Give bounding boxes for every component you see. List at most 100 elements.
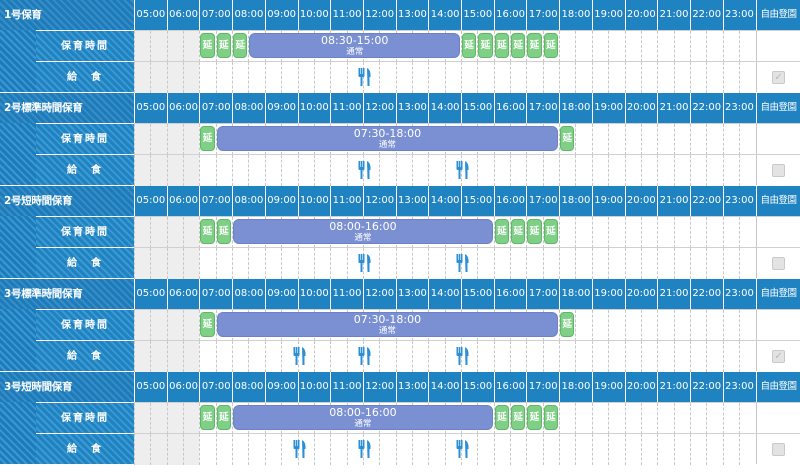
free-attendance-checkbox[interactable]: ✓ <box>772 71 785 84</box>
grid-cell[interactable] <box>722 155 739 186</box>
grid-cell[interactable] <box>297 341 314 372</box>
grid-cell[interactable] <box>183 434 200 465</box>
grid-cell[interactable] <box>134 31 151 62</box>
grid-cell[interactable] <box>706 124 722 155</box>
grid-cell[interactable] <box>134 155 151 186</box>
grid-cell[interactable] <box>657 31 673 62</box>
grid-cell[interactable] <box>722 31 739 62</box>
grid-cell[interactable] <box>640 62 657 93</box>
grid-cell[interactable] <box>493 341 510 372</box>
extension-block[interactable]: 延 <box>511 405 526 430</box>
grid-cell[interactable] <box>428 155 444 186</box>
grid-cell[interactable] <box>657 341 673 372</box>
grid-cell[interactable] <box>411 434 428 465</box>
grid-cell[interactable] <box>673 341 690 372</box>
grid-cell[interactable] <box>444 434 461 465</box>
grid-cell[interactable] <box>591 62 608 93</box>
grid-cell[interactable] <box>281 62 297 93</box>
grid-cell[interactable] <box>559 310 575 341</box>
grid-cell[interactable] <box>199 403 215 434</box>
grid-cell[interactable] <box>706 62 722 93</box>
grid-cell[interactable] <box>624 248 641 279</box>
grid-cell[interactable] <box>673 124 690 155</box>
grid-cell[interactable] <box>199 310 215 341</box>
extension-block[interactable]: 延 <box>200 405 215 430</box>
grid-cell[interactable] <box>166 31 184 62</box>
grid-cell[interactable] <box>199 124 215 155</box>
grid-cell[interactable] <box>706 310 722 341</box>
grid-cell[interactable] <box>542 434 559 465</box>
grid-cell[interactable] <box>461 248 477 279</box>
grid-cell[interactable] <box>215 434 232 465</box>
grid-cell[interactable] <box>150 155 167 186</box>
grid-cell[interactable] <box>477 248 493 279</box>
grid-cell[interactable] <box>444 62 461 93</box>
grid-cell[interactable] <box>411 341 428 372</box>
grid-cell[interactable] <box>722 341 739 372</box>
grid-cell[interactable] <box>542 217 559 248</box>
grid-cell[interactable] <box>493 403 510 434</box>
grid-cell[interactable] <box>591 124 608 155</box>
grid-cell[interactable] <box>542 248 559 279</box>
grid-cell[interactable] <box>706 155 722 186</box>
grid-cell[interactable] <box>640 310 657 341</box>
grid-cell[interactable] <box>706 341 722 372</box>
grid-cell[interactable] <box>150 31 167 62</box>
grid-cell[interactable] <box>166 341 184 372</box>
grid-cell[interactable] <box>624 155 641 186</box>
grid-cell[interactable] <box>199 31 215 62</box>
grid-cell[interactable] <box>379 248 395 279</box>
extension-block[interactable]: 延 <box>543 405 559 430</box>
grid-cell[interactable] <box>493 434 510 465</box>
grid-cell[interactable] <box>591 341 608 372</box>
grid-cell[interactable] <box>738 31 755 62</box>
grid-cell[interactable] <box>232 155 248 186</box>
grid-cell[interactable] <box>264 434 281 465</box>
grid-cell[interactable] <box>346 62 363 93</box>
grid-cell[interactable] <box>264 248 281 279</box>
grid-cell[interactable] <box>738 248 755 279</box>
grid-cell[interactable] <box>150 434 167 465</box>
grid-cell[interactable] <box>673 217 690 248</box>
grid-cell[interactable] <box>624 403 641 434</box>
grid-cell[interactable] <box>379 341 395 372</box>
grid-cell[interactable] <box>608 31 624 62</box>
grid-cell[interactable] <box>657 434 673 465</box>
grid-cell[interactable] <box>591 155 608 186</box>
grid-cell[interactable] <box>281 341 297 372</box>
grid-cell[interactable] <box>542 155 559 186</box>
grid-cell[interactable] <box>542 341 559 372</box>
grid-cell[interactable] <box>493 31 510 62</box>
extension-block[interactable]: 延 <box>200 312 215 337</box>
grid-cell[interactable] <box>722 217 739 248</box>
grid-cell[interactable] <box>608 62 624 93</box>
extension-block[interactable]: 延 <box>511 33 526 58</box>
grid-cell[interactable] <box>461 31 477 62</box>
grid-cell[interactable] <box>542 403 559 434</box>
extension-block[interactable]: 延 <box>527 33 542 58</box>
grid-cell[interactable] <box>362 434 379 465</box>
grid-cell[interactable] <box>493 155 510 186</box>
grid-cell[interactable] <box>232 31 248 62</box>
grid-cell[interactable] <box>232 434 248 465</box>
grid-cell[interactable] <box>738 217 755 248</box>
grid-cell[interactable] <box>640 155 657 186</box>
extension-block[interactable]: 延 <box>494 405 510 430</box>
grid-cell[interactable] <box>477 434 493 465</box>
grid-cell[interactable] <box>134 62 151 93</box>
grid-cell[interactable] <box>215 124 232 155</box>
grid-cell[interactable] <box>379 155 395 186</box>
grid-cell[interactable] <box>232 217 248 248</box>
grid-cell[interactable] <box>673 248 690 279</box>
grid-cell[interactable] <box>166 155 184 186</box>
grid-cell[interactable] <box>722 248 739 279</box>
grid-cell[interactable] <box>330 155 346 186</box>
care-time-bar[interactable]: 08:30-15:00 通常 <box>249 33 460 58</box>
grid-cell[interactable] <box>706 217 722 248</box>
grid-cell[interactable] <box>281 434 297 465</box>
grid-cell[interactable] <box>232 62 248 93</box>
grid-cell[interactable] <box>608 217 624 248</box>
grid-cell[interactable] <box>428 341 444 372</box>
free-attendance-checkbox[interactable] <box>772 257 785 270</box>
extension-block[interactable]: 延 <box>560 312 575 337</box>
